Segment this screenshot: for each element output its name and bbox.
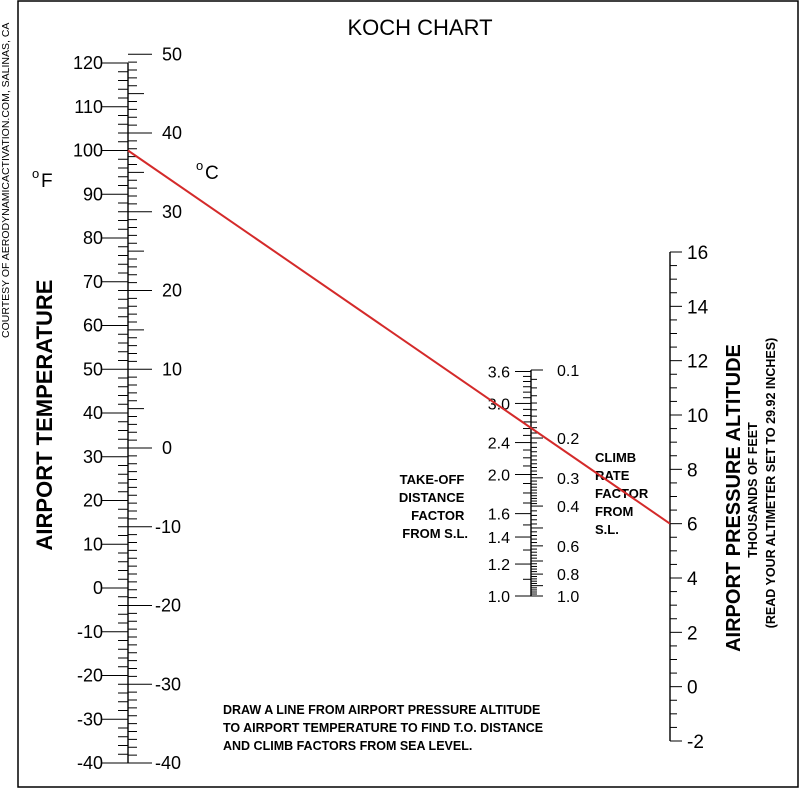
fahrenheit-unit: F bbox=[41, 171, 53, 192]
fahrenheit-label: 10 bbox=[83, 534, 103, 554]
altitude-axis-title: AIRPORT PRESSURE ALTITUDE bbox=[723, 344, 745, 652]
fahrenheit-degree-mark: o bbox=[32, 166, 39, 181]
altitude-label: 8 bbox=[687, 460, 698, 481]
takeoff-label: 2.0 bbox=[488, 468, 510, 485]
altitude-subtitle: THOUSANDS OF FEET bbox=[746, 422, 760, 558]
takeoff-label: 3.6 bbox=[488, 364, 510, 381]
instruction-line: TO AIRPORT TEMPERATURE TO FIND T.O. DIST… bbox=[223, 721, 543, 735]
celsius-label: -40 bbox=[155, 753, 181, 773]
climb-label: 0.6 bbox=[557, 539, 579, 556]
instruction-line: DRAW A LINE FROM AIRPORT PRESSURE ALTITU… bbox=[223, 703, 540, 717]
takeoff-title: TAKE-OFF DISTANCE FACTOR FROM S.L. bbox=[399, 472, 468, 541]
fahrenheit-label: 100 bbox=[73, 141, 103, 161]
takeoff-title-line: DISTANCE bbox=[399, 490, 465, 505]
altitude-note: (READ YOUR ALTIMETER SET TO 29.92 INCHES… bbox=[764, 338, 778, 629]
fahrenheit-label: -30 bbox=[77, 709, 103, 729]
fahrenheit-label: 70 bbox=[83, 272, 103, 292]
temperature-axis-title: AIRPORT TEMPERATURE bbox=[32, 280, 57, 551]
altitude-label: 12 bbox=[687, 352, 708, 373]
takeoff-label: 1.4 bbox=[488, 530, 510, 547]
celsius-ticks bbox=[128, 53, 152, 764]
fahrenheit-label: 60 bbox=[83, 316, 103, 336]
fahrenheit-label: 50 bbox=[83, 359, 103, 379]
climb-label: 0.3 bbox=[557, 471, 579, 488]
celsius-labels: 50 40 30 20 10 0 -10 -20 -30 -40 bbox=[155, 44, 182, 773]
climb-label: 0.2 bbox=[557, 431, 579, 448]
climb-title-line: FACTOR bbox=[595, 486, 649, 501]
altitude-label: 4 bbox=[687, 569, 698, 590]
celsius-degree-mark: o bbox=[196, 158, 203, 173]
celsius-label: -20 bbox=[155, 596, 181, 616]
fahrenheit-label: 0 bbox=[93, 578, 103, 598]
celsius-label: 40 bbox=[162, 123, 182, 143]
example-red-line bbox=[127, 149, 671, 525]
altitude-label: 16 bbox=[687, 243, 708, 264]
credit-text: COURTESY OF AERODYNAMICACTIVATION.COM, S… bbox=[0, 23, 12, 338]
altitude-scale: 16 14 12 10 8 6 4 2 0 -2 bbox=[669, 243, 709, 753]
takeoff-label: 1.2 bbox=[488, 557, 510, 574]
celsius-unit: C bbox=[205, 163, 219, 184]
fahrenheit-label: 30 bbox=[83, 447, 103, 467]
takeoff-label: 2.4 bbox=[488, 436, 510, 453]
takeoff-title-line: FACTOR bbox=[411, 508, 465, 523]
takeoff-label: 1.0 bbox=[488, 589, 510, 606]
chart-title: KOCH CHART bbox=[347, 15, 492, 40]
fahrenheit-label: 80 bbox=[83, 228, 103, 248]
takeoff-label: 1.6 bbox=[488, 507, 510, 524]
celsius-label: 50 bbox=[162, 44, 182, 64]
fahrenheit-label: -10 bbox=[77, 622, 103, 642]
climb-label: 1.0 bbox=[557, 589, 579, 606]
climb-labels: 0.1 0.2 0.3 0.4 0.6 0.8 1.0 bbox=[557, 363, 579, 606]
climb-label: 0.1 bbox=[557, 363, 579, 380]
celsius-label: 30 bbox=[162, 202, 182, 222]
climb-title-line: CLIMB bbox=[595, 450, 636, 465]
climb-title-line: RATE bbox=[595, 468, 630, 483]
celsius-label: 10 bbox=[162, 359, 182, 379]
fahrenheit-ticks bbox=[102, 62, 128, 764]
instructions: DRAW A LINE FROM AIRPORT PRESSURE ALTITU… bbox=[223, 703, 547, 753]
fahrenheit-label: 90 bbox=[83, 184, 103, 204]
altitude-labels: 16 14 12 10 8 6 4 2 0 -2 bbox=[687, 243, 709, 753]
fahrenheit-label: -40 bbox=[77, 753, 103, 773]
fahrenheit-label: 110 bbox=[74, 97, 103, 117]
celsius-label: -30 bbox=[155, 674, 181, 694]
takeoff-title-line: TAKE-OFF bbox=[400, 472, 465, 487]
altitude-label: 10 bbox=[687, 406, 708, 427]
altitude-label: 0 bbox=[687, 678, 698, 699]
fahrenheit-label: 20 bbox=[83, 491, 103, 511]
altitude-ticks bbox=[670, 251, 682, 742]
climb-title-line: FROM bbox=[595, 504, 633, 519]
climb-title: CLIMB RATE FACTOR FROM S.L. bbox=[595, 450, 652, 537]
climb-label: 0.4 bbox=[557, 499, 579, 516]
altitude-label: 14 bbox=[687, 297, 709, 318]
climb-title-line: S.L. bbox=[595, 522, 619, 537]
altitude-label: -2 bbox=[687, 732, 704, 753]
fahrenheit-label: 120 bbox=[73, 53, 103, 73]
fahrenheit-label: 40 bbox=[83, 403, 103, 423]
temperature-scale: 1201101009080706050403020100-10-20-30-40… bbox=[73, 44, 182, 773]
factor-ticks bbox=[515, 369, 543, 597]
chart-frame bbox=[17, 0, 799, 788]
fahrenheit-label: -20 bbox=[77, 666, 103, 686]
celsius-label: -10 bbox=[155, 517, 181, 537]
celsius-label: 20 bbox=[162, 281, 182, 301]
factor-scale: 3.63.02.42.01.61.41.21.0 0.10.20.30.40.6… bbox=[488, 363, 580, 606]
altitude-label: 2 bbox=[687, 623, 698, 644]
celsius-label: 0 bbox=[162, 438, 172, 458]
altitude-label: 6 bbox=[687, 515, 698, 536]
climb-label: 0.8 bbox=[557, 567, 579, 584]
instruction-line: AND CLIMB FACTORS FROM SEA LEVEL. bbox=[223, 739, 472, 753]
takeoff-title-line: FROM S.L. bbox=[402, 526, 468, 541]
